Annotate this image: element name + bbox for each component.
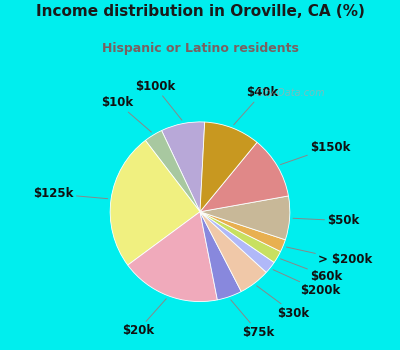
Text: $30k: $30k [257,286,310,320]
Wedge shape [110,140,200,265]
Text: Hispanic or Latino residents: Hispanic or Latino residents [102,42,298,55]
Text: $75k: $75k [231,300,274,339]
Text: Income distribution in Oroville, CA (%): Income distribution in Oroville, CA (%) [36,4,364,19]
Text: > $200k: > $200k [286,247,372,266]
Wedge shape [200,196,290,240]
Wedge shape [200,122,257,212]
Text: $40k: $40k [234,86,278,125]
Text: $10k: $10k [102,96,152,132]
Text: $200k: $200k [273,270,340,298]
Wedge shape [162,122,205,212]
Wedge shape [200,212,241,300]
Text: $60k: $60k [280,259,342,282]
Text: $125k: $125k [33,187,108,200]
Text: $100k: $100k [135,80,182,120]
Wedge shape [200,212,274,272]
Wedge shape [200,212,285,252]
Text: City-Data.com: City-Data.com [256,88,325,98]
Text: $150k: $150k [280,141,350,164]
Text: $20k: $20k [122,299,166,337]
Wedge shape [200,142,288,212]
Wedge shape [200,212,266,292]
Wedge shape [145,131,200,212]
Wedge shape [200,212,280,262]
Wedge shape [128,212,217,302]
Text: $50k: $50k [293,214,360,227]
